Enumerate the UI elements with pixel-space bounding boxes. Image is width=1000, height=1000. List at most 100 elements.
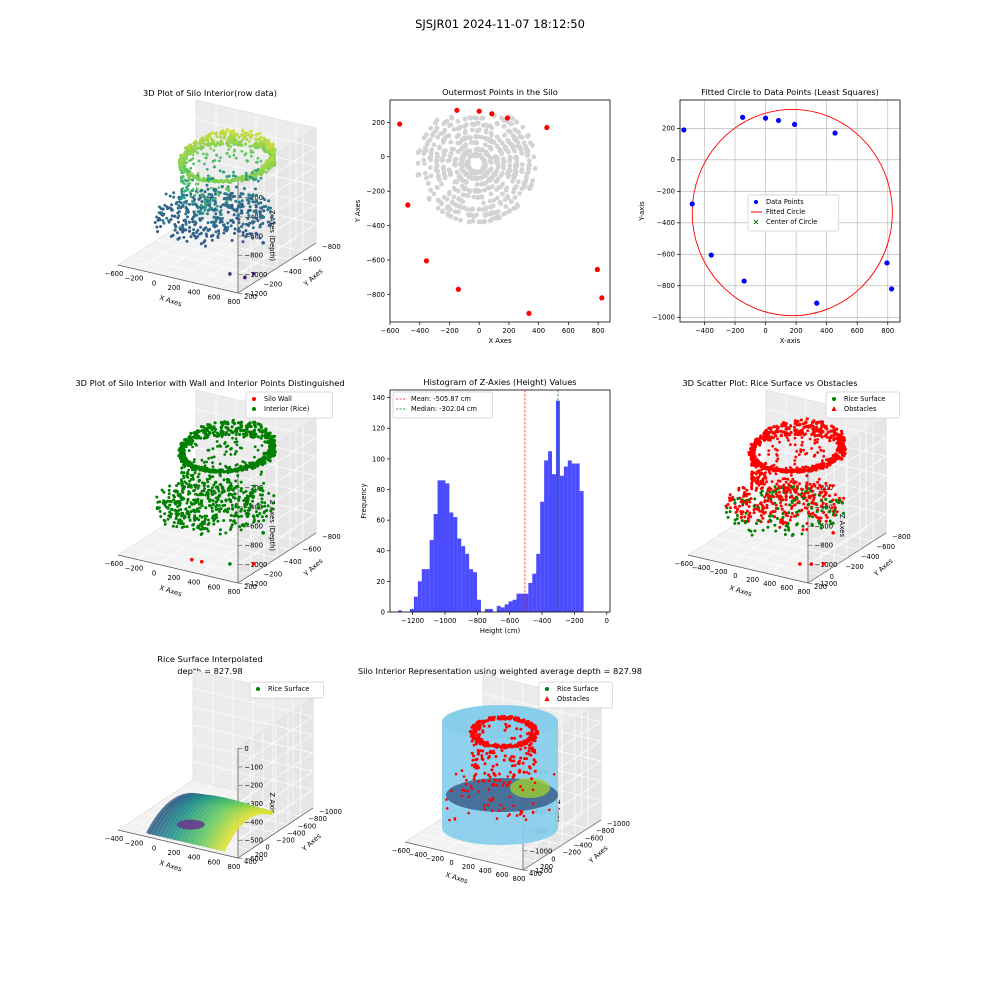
p4-point [247, 512, 251, 516]
p4-point [211, 486, 214, 490]
p6-point [824, 519, 828, 523]
p6-point [837, 455, 841, 459]
p2-grey-point [509, 142, 514, 147]
p2-grey-point [487, 218, 493, 224]
p1-point [250, 171, 254, 175]
p6-point [816, 451, 820, 454]
p4-point [175, 525, 179, 529]
p4-point [218, 510, 221, 513]
p6-point [784, 503, 788, 506]
p6-point [808, 437, 812, 441]
p3-xtick-label: −200 [726, 327, 745, 335]
p2-grey-point [431, 142, 437, 148]
p4-point [203, 487, 207, 490]
p6-point [776, 517, 779, 520]
p4-point [234, 433, 238, 436]
p1-point [175, 231, 179, 235]
p6-point [747, 492, 751, 496]
p8-obstacle-point [483, 744, 487, 748]
p7-ytick-label: 400 [244, 858, 257, 866]
p4-point [188, 518, 192, 522]
p4-point [226, 510, 229, 514]
p4-point [176, 521, 180, 525]
p6-point [784, 466, 788, 470]
p6-point [776, 457, 780, 461]
p4-point [219, 426, 223, 430]
p1-point [153, 221, 157, 224]
p6-point [770, 480, 774, 483]
p6-point [755, 440, 759, 445]
p1-outlier-point [243, 275, 247, 280]
p6-legend-marker [832, 397, 836, 401]
p1-point [203, 179, 207, 183]
p6-point [745, 488, 749, 492]
p2-grey-point [519, 167, 525, 172]
p3-title: Fitted Circle to Data Points (Least Squa… [701, 87, 879, 97]
p6-point [775, 459, 779, 463]
p4-point [220, 420, 224, 424]
p2-grey-point [423, 170, 428, 176]
p4-point [169, 508, 173, 511]
p4-point [193, 471, 197, 475]
p6-point [831, 521, 835, 525]
p4-point [224, 498, 228, 502]
p1-point [192, 197, 196, 201]
p2-grey-point [435, 173, 441, 179]
p1-point [157, 211, 161, 215]
p6-outlier-point [821, 562, 826, 566]
p3-ytick-label: −600 [656, 251, 675, 259]
p2-grey-point [464, 192, 469, 198]
p6-point [752, 454, 756, 458]
p2-grey-point [466, 165, 471, 171]
p6-point [838, 444, 842, 448]
p4-point [230, 447, 233, 450]
p6-point [781, 522, 785, 526]
p6-point [795, 466, 799, 470]
p6-point [756, 508, 760, 512]
p6-point [835, 436, 839, 440]
p2-grey-point [458, 161, 463, 167]
p6-point [788, 469, 792, 474]
p8-obstacle-point [483, 719, 487, 723]
p4-point [239, 428, 243, 432]
p6-outlier-point [798, 562, 802, 566]
p2-grey-point [511, 186, 517, 192]
p4-point [180, 480, 184, 483]
p6-point [760, 493, 764, 497]
p1-point [207, 192, 211, 196]
p6-point [772, 463, 776, 467]
p3-data-point [814, 300, 820, 306]
p6-point [815, 510, 819, 513]
p8-obstacle-point [515, 727, 519, 731]
p4-point [218, 504, 221, 507]
p2-grey-point [515, 143, 521, 149]
p6-point [769, 500, 773, 503]
p1-point [191, 153, 195, 157]
p6-point [819, 526, 823, 530]
p6-point [787, 439, 790, 442]
p5-bar [524, 593, 529, 612]
p4-point [253, 434, 257, 439]
p6-legend [825, 391, 900, 419]
p1-point [261, 169, 266, 174]
p1-point [231, 178, 235, 182]
p5-ytick-label: 80 [376, 486, 385, 494]
p2-grey-point [436, 144, 442, 150]
p2-grey-point [456, 203, 462, 209]
p6-point [833, 453, 837, 457]
p8-obstacle-point [529, 742, 533, 746]
p2-grey-point [449, 199, 455, 205]
p2-grey-point [503, 204, 509, 209]
p6-point [765, 503, 769, 507]
p4-point [194, 485, 198, 489]
p4-point [190, 464, 194, 468]
p6-axis-line [807, 532, 887, 584]
p2-grey-point [526, 132, 531, 138]
p6-xtick-label: 200 [746, 576, 759, 584]
p4-point [245, 424, 249, 428]
p4-point [163, 503, 167, 507]
p1-point [257, 202, 260, 205]
p1-point [237, 200, 241, 204]
p2-grey-point [428, 153, 434, 159]
p2-grey-point [434, 125, 440, 131]
